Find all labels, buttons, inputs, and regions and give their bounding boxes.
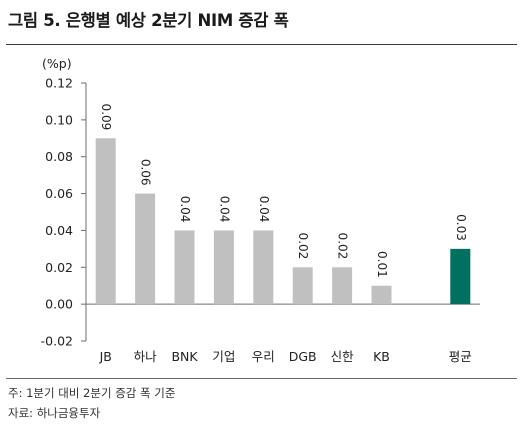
bar-신한 — [332, 267, 353, 305]
bar-value-label: 0.06 — [139, 159, 153, 186]
x-category-label: 우리 — [252, 349, 275, 364]
y-tick-label: -0.02 — [41, 334, 73, 349]
source-note: 자료: 하나금융투자 — [8, 406, 101, 420]
chart-note: 주: 1분기 대비 2분기 증감 폭 기준 — [8, 386, 176, 400]
x-category-label: 평균 — [449, 349, 472, 364]
y-tick-label: 0.02 — [45, 260, 73, 275]
bar-DGB — [292, 267, 313, 305]
x-category-label: 신한 — [331, 349, 355, 364]
y-axis-unit-label: (%p) — [42, 56, 72, 71]
bar-value-label: 0.04 — [217, 196, 231, 223]
bar-KB — [371, 285, 392, 305]
y-tick-label: 0.12 — [45, 76, 73, 91]
bar-JB — [95, 138, 116, 305]
bar-BNK — [174, 230, 195, 305]
bar-기업 — [213, 230, 234, 305]
bar-평균 — [450, 248, 471, 305]
bar-value-label: 0.04 — [257, 196, 271, 223]
x-category-label: 하나 — [134, 349, 158, 364]
y-tick-label: 0.04 — [45, 223, 73, 238]
bar-value-label: 0.09 — [99, 104, 113, 131]
bar-하나 — [135, 193, 156, 305]
bar-value-label: 0.03 — [454, 214, 468, 241]
chart-labels: 0.09 JB 0.06 하나 0.04 BNK 0.04 기업 0.04 우리 0.02 DGB 0.… — [99, 104, 472, 364]
x-category-label: DGB — [289, 349, 317, 364]
y-tick-label: 0.00 — [45, 297, 73, 312]
chart-bars — [95, 138, 471, 305]
figure-title: 그림 5. 은행별 예상 2분기 NIM 증감 폭 — [8, 11, 289, 30]
bar-value-label: 0.04 — [178, 196, 192, 223]
x-category-label: JB — [99, 349, 112, 364]
bar-value-label: 0.01 — [375, 251, 389, 278]
bar-우리 — [253, 230, 274, 305]
x-category-label: KB — [373, 349, 390, 364]
y-tick-label: 0.06 — [45, 186, 73, 201]
title-rule — [6, 44, 517, 45]
y-tick-label: 0.10 — [45, 112, 73, 127]
x-category-label: BNK — [171, 349, 198, 364]
y-tick-label: 0.08 — [45, 149, 73, 164]
x-category-label: 기업 — [212, 349, 235, 364]
footer-rule — [6, 378, 517, 379]
bar-value-label: 0.02 — [336, 233, 350, 260]
bar-value-label: 0.02 — [296, 233, 310, 260]
